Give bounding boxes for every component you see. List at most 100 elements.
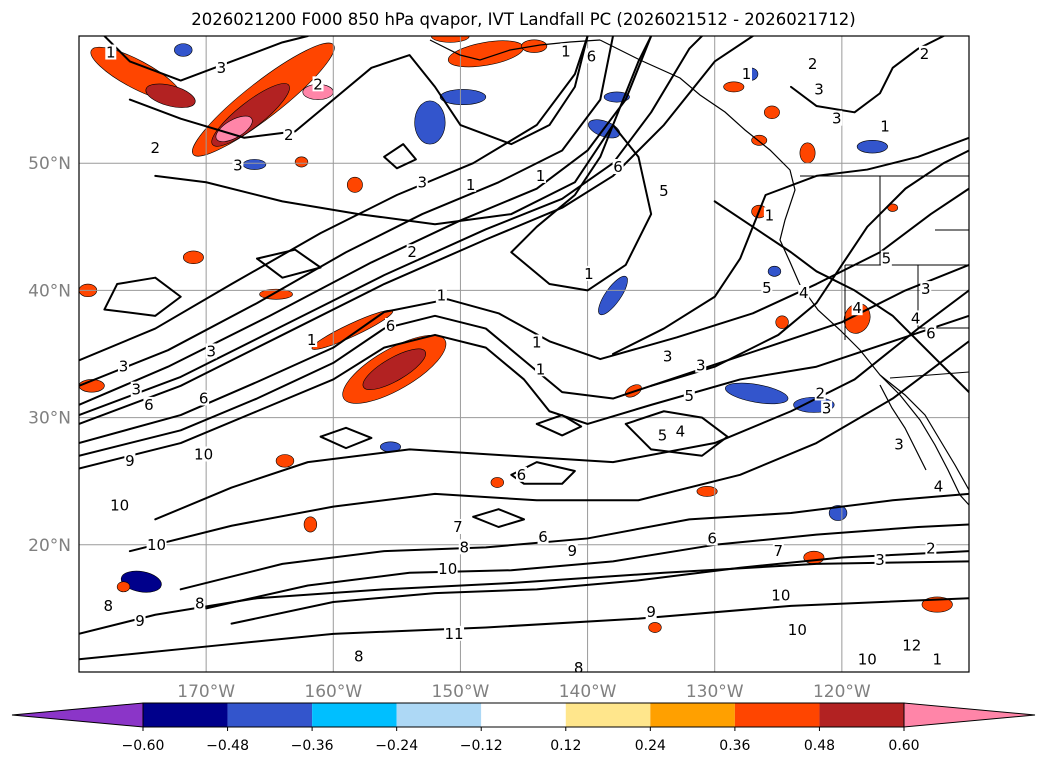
contour-label-bg: [134, 613, 146, 629]
ivt-contour: [383, 143, 417, 170]
contour-label: 1: [880, 117, 890, 135]
contour-label-bg: [435, 287, 447, 303]
ivt-contour: [319, 426, 373, 450]
contour-label: 10: [110, 496, 129, 514]
contour-label-bg: [658, 183, 670, 199]
colorbar-tick-label: 0.12: [550, 738, 581, 754]
contour-label-bg: [416, 174, 428, 190]
contour-label: 10: [788, 621, 807, 639]
shading-patch: [303, 516, 318, 533]
contour-label: 3: [832, 110, 842, 128]
shading-patch: [242, 159, 267, 170]
contour-label-bg: [143, 396, 155, 412]
contour-label-bg: [306, 332, 318, 348]
contour-label-bg: [770, 587, 791, 603]
contour-label: 12: [902, 636, 921, 654]
ivt-contour: [128, 36, 589, 146]
contour-label-bg: [385, 318, 396, 334]
ivt-contour: [472, 508, 525, 528]
longitude-labels: 170°W 160°W 150°W 140°W 130°W 120°W: [177, 682, 871, 702]
shading-patch: [430, 36, 470, 43]
shading-patch: [763, 105, 780, 119]
colorbar-segment: [819, 703, 904, 727]
contour-label: 2: [808, 55, 818, 73]
ivt-contour: [230, 550, 969, 625]
contour-label-bg: [807, 55, 819, 71]
contour-label-bg: [910, 310, 922, 326]
colorbar-tick-label: 0.36: [719, 738, 750, 754]
contour-label-bg: [787, 622, 808, 638]
contour-label: 6: [587, 47, 597, 65]
ivt-contour: [535, 414, 583, 437]
contour-label-bg: [813, 81, 825, 97]
contour-label: 5: [882, 250, 892, 268]
shading-patch: [856, 140, 888, 154]
contour-label: 9: [568, 542, 578, 560]
contour-label-bg: [761, 279, 773, 295]
contour-label: 1: [536, 360, 546, 378]
contour-label-bg: [645, 604, 657, 620]
shading-patch: [775, 315, 789, 329]
coastline-layer: [429, 39, 969, 506]
ivt-contour: [624, 410, 729, 457]
contour-label-bg: [695, 357, 707, 373]
shading-patch: [294, 156, 309, 168]
contour-label-bg: [535, 167, 547, 183]
contour-label-bg: [515, 466, 527, 482]
contour-label-bg: [674, 423, 686, 439]
contour-label-bg: [149, 139, 161, 155]
contour-label: 4: [676, 423, 686, 441]
contour-label-bg: [535, 361, 547, 377]
contour-label-bg: [437, 560, 458, 576]
latitude-label: 30°N: [28, 409, 71, 429]
ivt-contour: [790, 36, 945, 114]
ivt-contour: [510, 124, 653, 292]
contour-label: 3: [233, 157, 243, 175]
contour-label-bg: [919, 45, 930, 61]
contour-label: 6: [707, 529, 717, 547]
contour-label: 10: [438, 560, 457, 578]
gulf-of-california-coastline: [879, 374, 969, 506]
longitude-label: 120°W: [813, 682, 871, 702]
shading-patch: [362, 348, 426, 390]
shading-patch: [598, 275, 628, 316]
ivt-contour: [79, 597, 969, 661]
contour-label: 1: [584, 265, 594, 283]
shading-patch: [116, 581, 131, 593]
shading-patch: [174, 43, 193, 57]
contour-label-bg: [851, 300, 863, 316]
contour-label: 6: [517, 466, 527, 484]
alaska-coastline: [429, 39, 601, 61]
contour-label: 9: [646, 603, 656, 621]
contour-label-bg: [585, 48, 597, 64]
border-layer: [800, 175, 969, 379]
contour-label-bg: [920, 281, 932, 297]
contour-label: 11: [445, 625, 464, 643]
contour-label-bg: [109, 497, 130, 513]
contour-label-bg: [831, 110, 843, 126]
longitude-label: 160°W: [304, 682, 362, 702]
ivt-contour: [510, 461, 576, 485]
contour-label-bg: [798, 284, 810, 300]
contour-label: 7: [774, 542, 784, 560]
contour-label: 4: [911, 309, 921, 327]
contour-label: 8: [354, 648, 364, 666]
latitude-label: 20°N: [28, 536, 71, 556]
ivt-contour: [128, 340, 969, 553]
ivt-contour: [713, 200, 969, 394]
contour-label: 10: [858, 650, 877, 668]
north-america-coastline: [599, 39, 969, 491]
colorbar-tick-label: −0.36: [291, 738, 334, 754]
shading-patch: [275, 454, 295, 468]
contour-label: 8: [459, 538, 469, 556]
ivt-contour: [79, 560, 969, 635]
contour-label: 3: [814, 80, 824, 98]
contour-label: 2: [815, 384, 825, 402]
ivt-contour: [103, 36, 309, 82]
ivt-contour: [179, 492, 969, 591]
contour-label-bg: [283, 127, 295, 143]
contour-label: 3: [206, 342, 216, 360]
colorbar-segment: [312, 703, 397, 727]
contour-label-bg: [925, 540, 937, 556]
